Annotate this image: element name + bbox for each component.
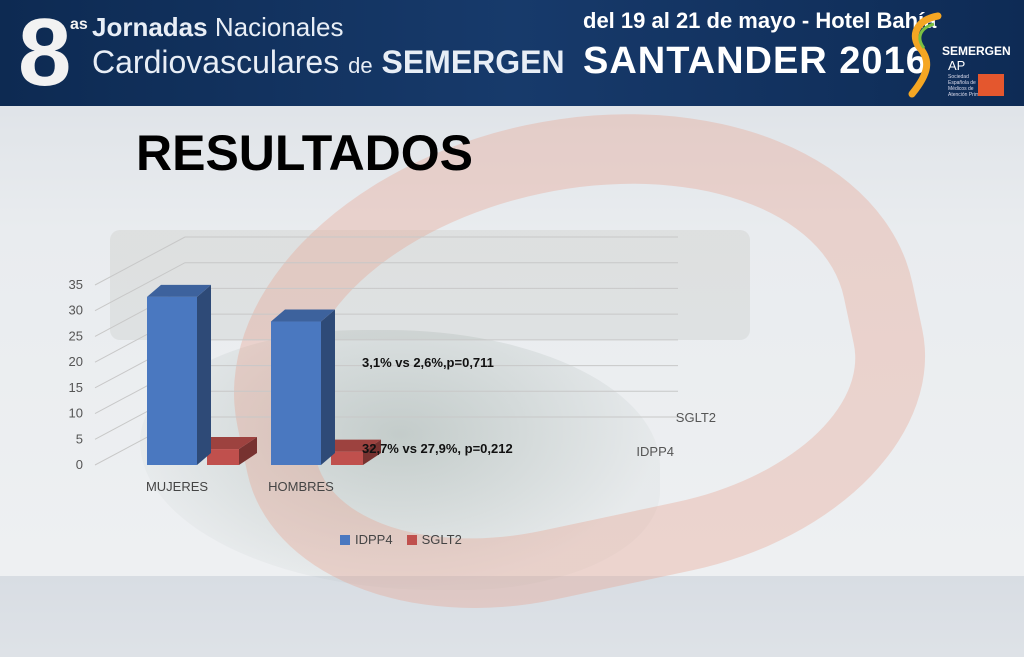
event-title-de: de bbox=[348, 53, 373, 78]
event-city: SANTANDER 2016 bbox=[583, 40, 928, 82]
slide-title: RESULTADOS bbox=[136, 125, 474, 181]
event-title-jornadas: Jornadas bbox=[92, 12, 208, 42]
edition-number: 8 bbox=[18, 0, 72, 106]
bar-idpp4-mujeres bbox=[147, 296, 197, 465]
gridline-diagonal bbox=[94, 236, 186, 286]
bar-side-sglt2 bbox=[239, 437, 257, 465]
x-category-label: MUJERES bbox=[146, 479, 208, 494]
bar-side-idpp4 bbox=[197, 284, 211, 465]
sglt2-annotation: 3,1% vs 2,6%,p=0,711 bbox=[362, 355, 494, 370]
y-tick-label: 35 bbox=[69, 277, 83, 292]
chart-legend: IDPP4 SGLT2 bbox=[340, 532, 476, 547]
logo-tag-badge bbox=[978, 74, 1004, 96]
y-tick-label: 15 bbox=[69, 380, 83, 395]
bar-top-idpp4 bbox=[271, 309, 335, 322]
depth-axis-label: SGLT2 bbox=[676, 410, 716, 425]
bar-side-idpp4 bbox=[321, 309, 335, 465]
results-bar-chart: 0 5 10 15 20 25 30 35 MUJERES HOMBRES SGLT2 IDPP4 bbox=[69, 236, 716, 494]
y-tick-label: 10 bbox=[69, 406, 83, 421]
event-date: del 19 al 21 de mayo - Hotel Bahía bbox=[583, 8, 937, 33]
gridline-diagonal bbox=[94, 262, 186, 312]
legend-item-idpp4: IDPP4 bbox=[340, 532, 393, 547]
x-category-label: HOMBRES bbox=[268, 479, 334, 494]
background-city-photo bbox=[110, 230, 750, 340]
logo-subtitle: Sociedad Española de Médicos de Atención… bbox=[948, 74, 988, 98]
depth-axis-label: IDPP4 bbox=[636, 444, 674, 459]
bar-side-sglt2 bbox=[363, 439, 381, 465]
legend-label-idpp4: IDPP4 bbox=[355, 532, 393, 547]
event-title-line2: Cardiovasculares de SEMERGEN bbox=[92, 44, 565, 81]
bar-sglt2-mujeres bbox=[207, 449, 239, 465]
y-tick-label: 20 bbox=[69, 354, 83, 369]
event-title-cardiovasculares: Cardiovasculares bbox=[92, 44, 340, 80]
logo-ap: AP bbox=[948, 58, 966, 73]
event-header-banner: 8 as Jornadas Nacionales Cardiovasculare… bbox=[0, 0, 1024, 106]
legend-swatch-idpp4 bbox=[340, 534, 350, 545]
semergen-logo: SEMERGEN AP Sociedad Española de Médicos… bbox=[904, 10, 1014, 100]
idpp4-annotation: 32,7% vs 27,9%, p=0,212 bbox=[362, 441, 513, 456]
logo-name: SEMERGEN bbox=[942, 44, 1011, 58]
y-tick-label: 5 bbox=[76, 431, 83, 446]
semergen-s-icon bbox=[908, 12, 942, 98]
bar-top-idpp4 bbox=[147, 284, 211, 297]
bar-sglt2-hombres bbox=[331, 451, 363, 465]
event-title-line1: Jornadas Nacionales bbox=[92, 12, 343, 43]
legend-label-sglt2: SGLT2 bbox=[421, 532, 462, 547]
event-title-org: SEMERGEN bbox=[381, 44, 565, 80]
legend-swatch-sglt2 bbox=[406, 534, 417, 545]
y-tick-label: 0 bbox=[76, 457, 83, 472]
legend-item-sglt2: SGLT2 bbox=[406, 532, 462, 547]
bar-idpp4-hombres bbox=[271, 321, 321, 465]
y-tick-label: 25 bbox=[69, 328, 83, 343]
edition-suffix: as bbox=[70, 16, 88, 33]
event-title-nacionales: Nacionales bbox=[214, 12, 344, 42]
y-tick-label: 30 bbox=[69, 303, 83, 318]
